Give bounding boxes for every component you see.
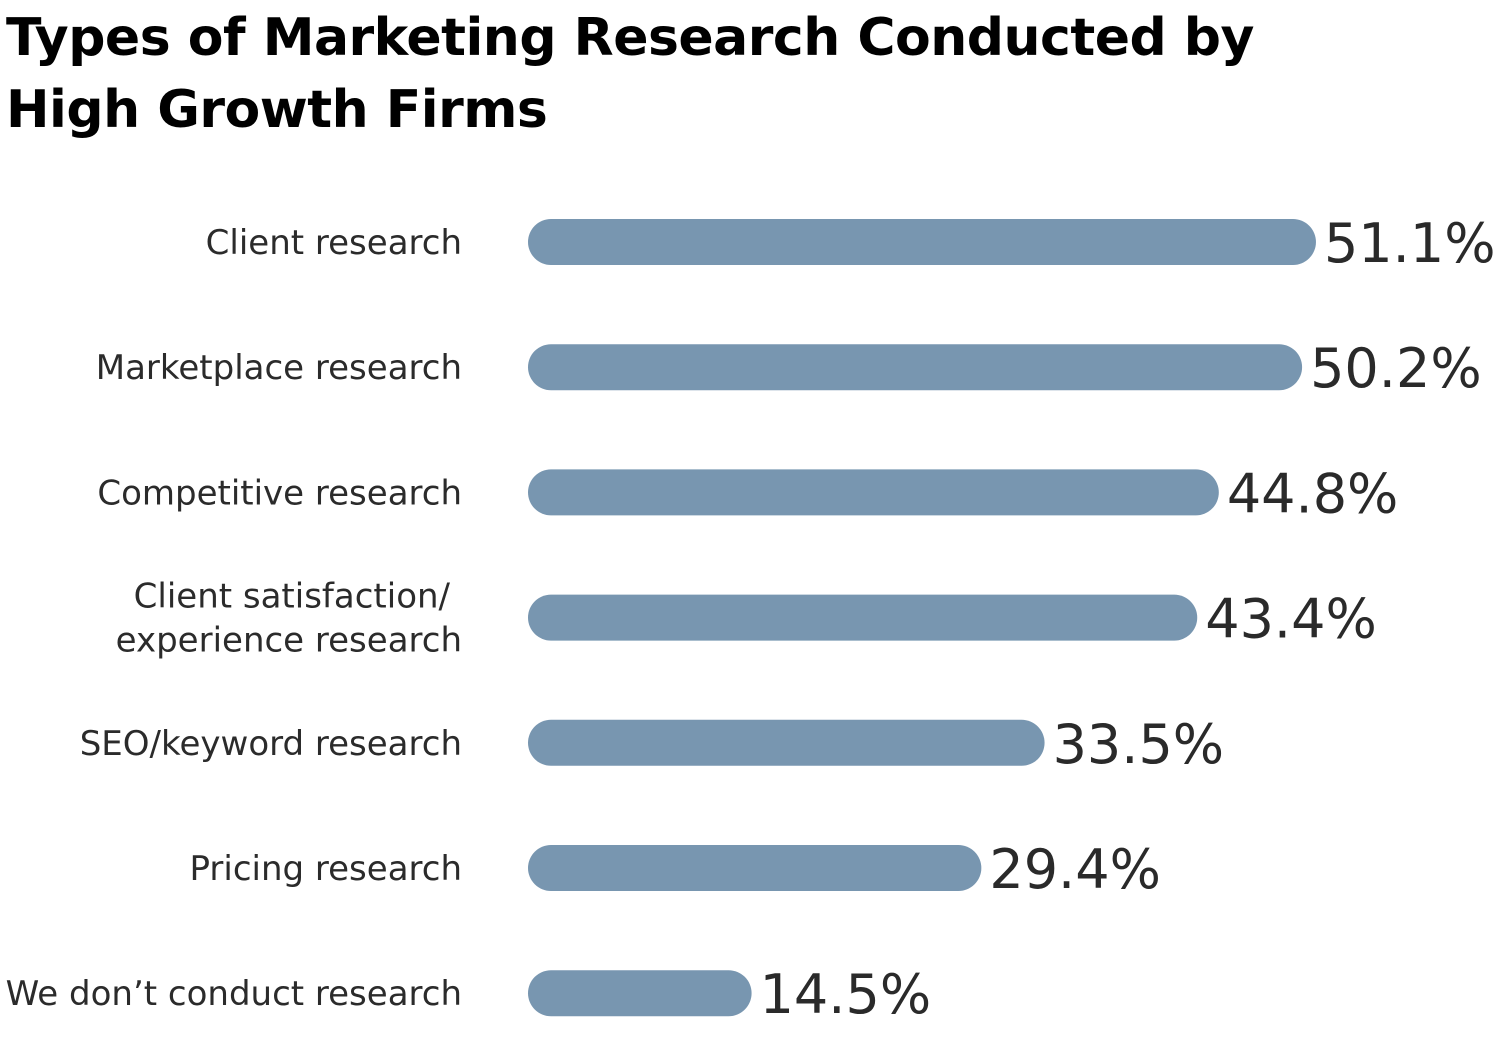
category-label: SEO/keyword research [80,724,462,764]
value-label: 29.4% [989,838,1161,901]
value-label: 43.4% [1205,588,1377,651]
category-label: Client satisfaction/experience research [116,577,462,661]
category-label: Pricing research [190,849,463,889]
category-label: Client research [206,223,462,263]
chart-title: Types of Marketing Research Conducted by… [6,8,1254,140]
value-labels: 51.1% 50.2% 44.8% 43.4% 33.5% 29.4% 14.5% [760,212,1496,1026]
bar [528,219,1316,265]
value-label: 44.8% [1227,462,1399,525]
value-label: 14.5% [760,963,932,1026]
bar [528,719,1045,766]
bar [528,845,982,891]
value-label: 50.2% [1310,337,1482,400]
value-label: 51.1% [1324,212,1496,275]
bar [528,594,1198,641]
value-label: 33.5% [1053,713,1225,776]
bar [528,344,1303,391]
category-labels: Client research Marketplace research Compe… [6,223,462,1014]
bars [528,219,1316,1017]
category-label: Competitive research [97,473,462,513]
bar [528,469,1219,516]
category-label: Marketplace research [96,348,462,388]
bar [528,970,752,1017]
category-label: We don’t conduct research [6,974,462,1014]
